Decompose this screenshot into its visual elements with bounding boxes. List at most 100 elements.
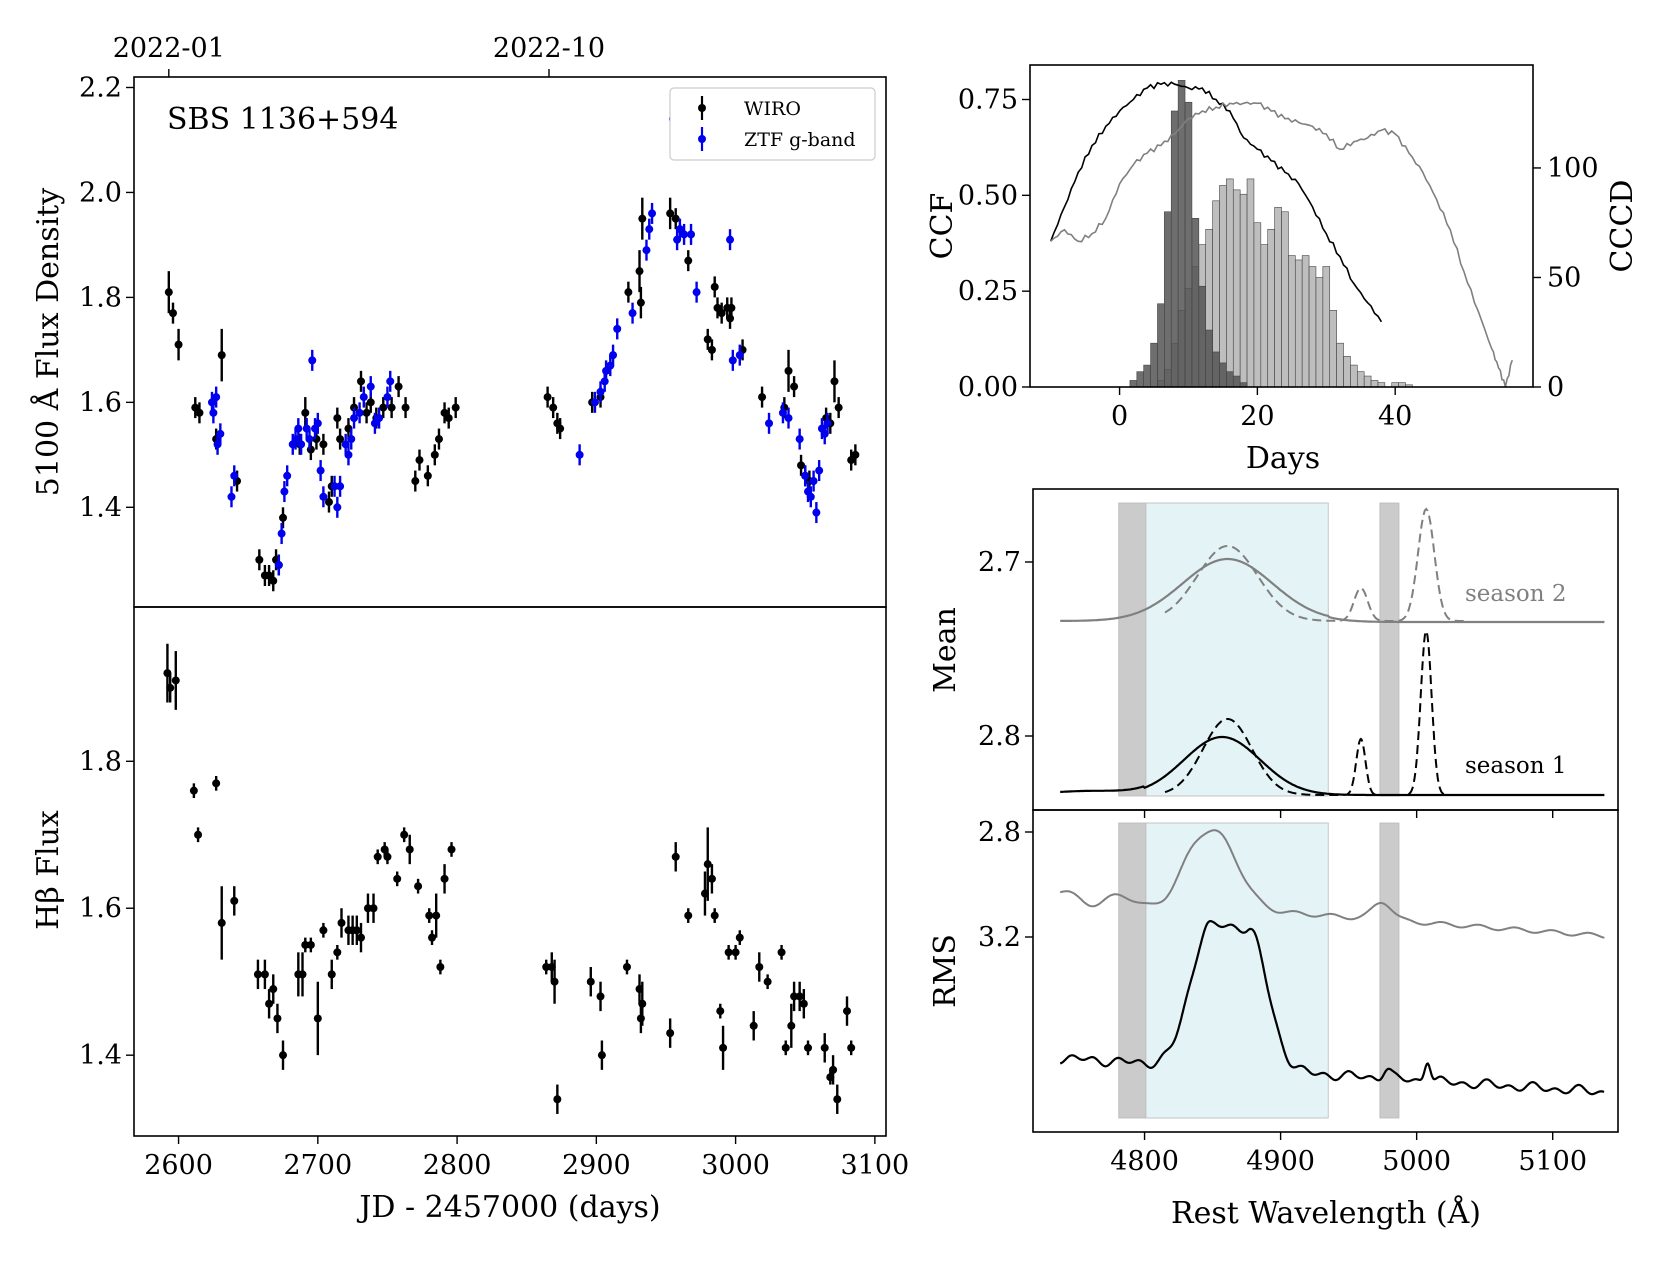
cccd-bar-season2 xyxy=(1294,259,1303,388)
data-point-wiro xyxy=(217,351,226,360)
data-point-wiro xyxy=(393,874,402,883)
cccd-bar-season2 xyxy=(1288,255,1296,388)
data-point-ztfgband xyxy=(575,450,584,459)
rms-axes: 2.8 3.2 4800 4900 5000 5100 xyxy=(978,817,1587,1177)
legend: WIRO ZTF g-band xyxy=(669,87,876,161)
data-point-wiro xyxy=(638,214,647,223)
data-point-ztfgband xyxy=(648,209,657,218)
data-point-wiro xyxy=(550,977,559,986)
xtick-label: 2700 xyxy=(283,1150,352,1181)
data-point-wiro xyxy=(356,933,365,942)
hbeta-axes: 1.4 1.6 1.8 2600 2700 2800 2900 3000 3100 xyxy=(79,746,909,1181)
ccf-axes-frame xyxy=(1029,64,1534,388)
data-point-ztfgband xyxy=(277,529,286,538)
data-point-wiro xyxy=(313,1014,322,1023)
data-point-ztfgband xyxy=(680,230,689,239)
data-point-wiro xyxy=(707,874,716,883)
hbeta-data-layer xyxy=(163,643,856,1114)
cccd-bar-season2 xyxy=(1336,342,1344,388)
cccd-ylabel: CCCD xyxy=(1605,180,1640,273)
data-point-wiro xyxy=(352,926,361,935)
data-point-wiro xyxy=(622,963,631,972)
data-point-wiro xyxy=(726,314,735,323)
cccd-bar-season2 xyxy=(1315,277,1324,388)
data-point-wiro xyxy=(362,408,371,417)
data-point-ztfgband xyxy=(809,477,818,486)
ccf-curve-season2 xyxy=(1050,101,1514,388)
rms-season1-spectrum xyxy=(1059,919,1605,1096)
data-point-wiro xyxy=(383,852,392,861)
data-point-wiro xyxy=(444,414,453,423)
data-point-wiro xyxy=(166,683,175,692)
cccd-ytick-label: 100 xyxy=(1547,153,1599,184)
cccd-bar-season1 xyxy=(1164,211,1172,388)
data-point-wiro xyxy=(684,256,693,265)
data-point-ztfgband xyxy=(687,230,696,239)
data-point-ztfgband xyxy=(645,225,654,234)
xtick-label: 2600 xyxy=(144,1150,213,1181)
data-point-wiro xyxy=(400,830,409,839)
data-point-wiro xyxy=(432,911,441,920)
hbeta-panel: 1.4 1.6 1.8 2600 2700 2800 2900 3000 3100 Hβ Flu… xyxy=(31,606,909,1225)
cccd-bar-season2 xyxy=(1239,193,1248,388)
season1-label: season 1 xyxy=(1465,753,1567,779)
data-point-wiro xyxy=(436,963,445,972)
cccd-bar-season1 xyxy=(1198,285,1207,388)
data-point-wiro xyxy=(337,918,346,927)
data-point-wiro xyxy=(834,403,843,412)
ccf-ytick-label: 0.75 xyxy=(958,85,1018,116)
data-point-ztfgband xyxy=(359,393,368,402)
continuum-axes: 1.4 1.6 1.8 2.0 2.2 2022-01 2022-10 xyxy=(79,33,605,523)
ytick-label: 1.4 xyxy=(79,492,122,523)
data-point-wiro xyxy=(731,948,740,957)
data-point-wiro xyxy=(434,435,443,444)
data-point-wiro xyxy=(710,282,719,291)
cccd-bar-season2 xyxy=(1301,255,1310,388)
data-point-wiro xyxy=(401,403,410,412)
data-point-ztfgband xyxy=(230,471,239,480)
rms-ylabel: RMS xyxy=(928,934,963,1008)
cccd-bar-season2 xyxy=(1370,380,1379,388)
data-point-wiro xyxy=(411,477,420,486)
cccd-bar-season2 xyxy=(1260,244,1269,388)
data-point-wiro xyxy=(405,845,414,854)
data-point-wiro xyxy=(414,882,423,891)
data-point-wiro xyxy=(217,918,226,927)
data-point-wiro xyxy=(356,377,365,386)
data-point-ztfgband xyxy=(316,466,325,475)
cccd-bar-season1 xyxy=(1232,375,1241,388)
data-point-wiro xyxy=(447,845,456,854)
data-point-ztfgband xyxy=(227,492,236,501)
data-point-wiro xyxy=(301,408,310,417)
hbeta-ylabel: Hβ Flux xyxy=(31,810,66,930)
data-point-ztfgband xyxy=(596,387,605,396)
continuum-ylabel: 5100 Å Flux Density xyxy=(30,188,66,496)
data-point-wiro xyxy=(194,830,203,839)
data-point-wiro xyxy=(703,335,712,344)
data-point-ztfgband xyxy=(795,435,804,444)
data-point-wiro xyxy=(716,1007,725,1016)
cccd-bar-season1 xyxy=(1143,364,1151,388)
data-point-wiro xyxy=(638,999,647,1008)
data-point-ztfgband xyxy=(297,440,306,449)
data-point-wiro xyxy=(369,904,378,913)
data-point-wiro xyxy=(168,309,177,318)
cccd-bar-season1 xyxy=(1129,380,1138,388)
data-point-wiro xyxy=(749,1021,758,1030)
legend-wiro-label: WIRO xyxy=(744,98,801,120)
data-point-wiro xyxy=(319,440,328,449)
cccd-bar-season2 xyxy=(1350,364,1358,388)
data-point-wiro xyxy=(430,450,439,459)
data-point-wiro xyxy=(269,576,278,585)
object-title: SBS 1136+594 xyxy=(167,102,398,137)
legend-wiro-marker xyxy=(698,104,706,112)
data-point-wiro xyxy=(586,977,595,986)
data-point-wiro xyxy=(428,933,437,942)
hbeta-axes-frame xyxy=(133,606,887,1137)
data-point-ztfgband xyxy=(375,414,384,423)
data-point-wiro xyxy=(671,214,680,223)
data-point-wiro xyxy=(635,267,644,276)
data-point-ztfgband xyxy=(305,435,314,444)
data-point-wiro xyxy=(174,340,183,349)
mean-season1-spectrum xyxy=(1060,735,1605,797)
